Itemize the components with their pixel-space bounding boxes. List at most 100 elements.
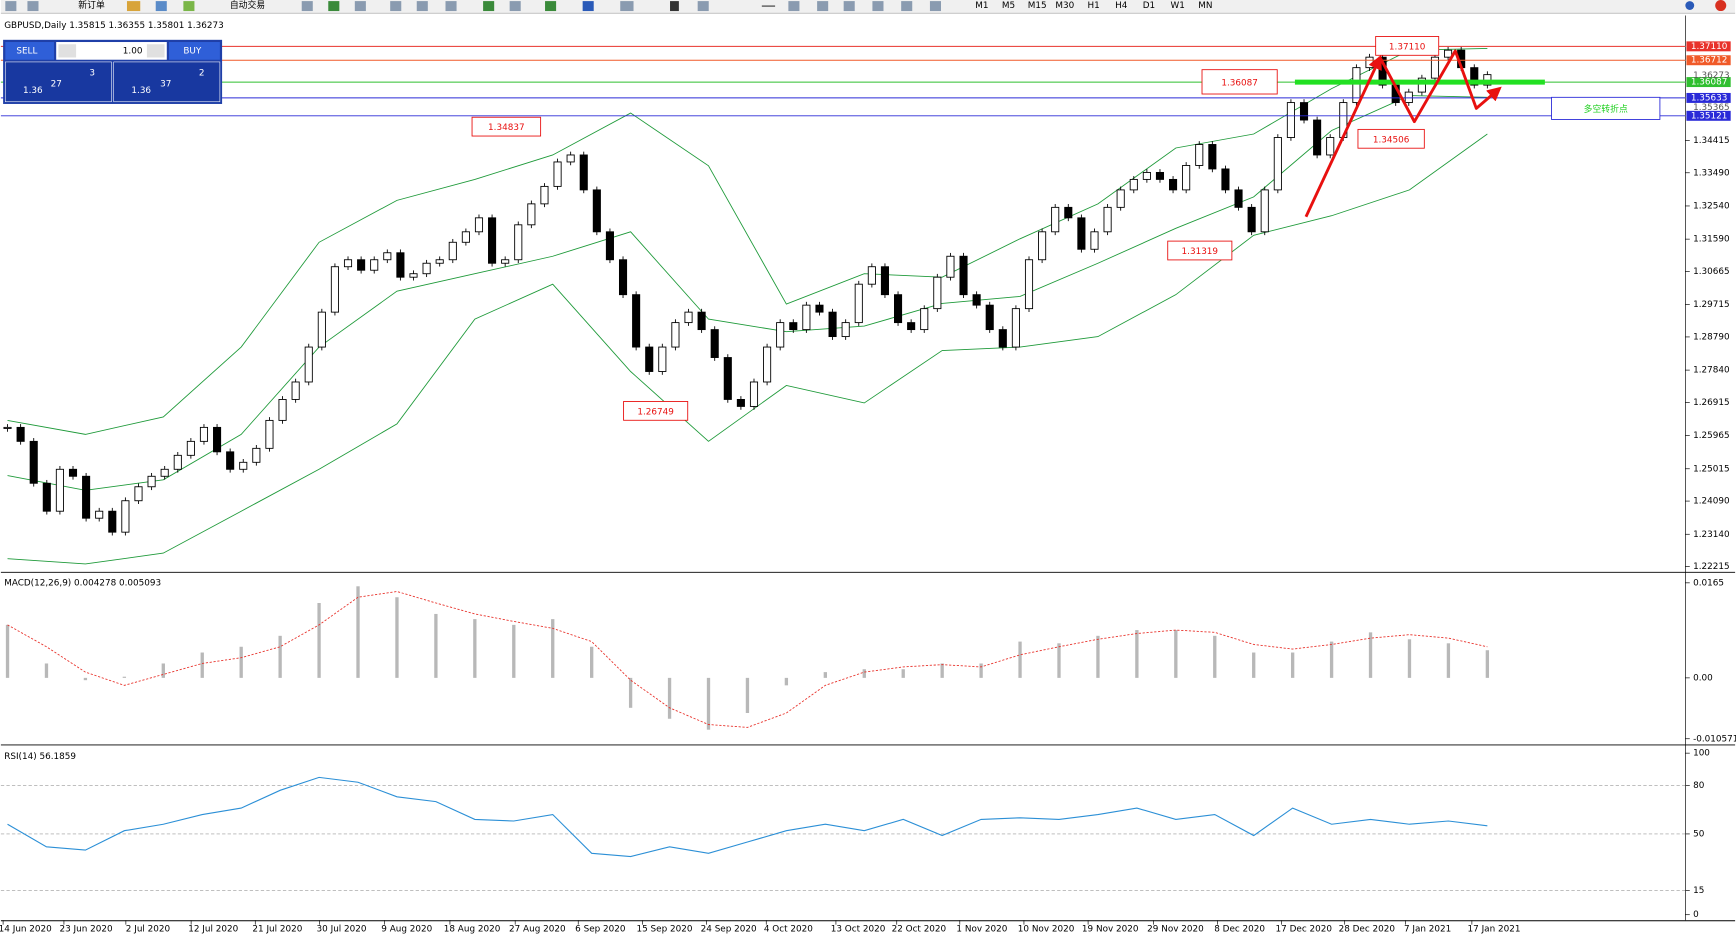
candle <box>763 346 772 383</box>
lot-decrease[interactable] <box>58 44 77 58</box>
price-level-label: 1.35121 <box>1691 111 1728 121</box>
lot-increase[interactable] <box>146 44 165 58</box>
sell-button[interactable] <box>5 42 54 60</box>
y-tick-label: 1.23140 <box>1693 530 1730 540</box>
candle <box>1169 178 1178 191</box>
y-tick-label: 1.25965 <box>1693 431 1730 441</box>
auto-trading-button[interactable]: 自动交易 <box>230 0 265 11</box>
price-annotation-box <box>1375 36 1440 56</box>
candle <box>579 154 588 191</box>
candle <box>108 510 117 533</box>
candle <box>1155 171 1165 180</box>
candle <box>422 262 431 275</box>
lot-field[interactable] <box>56 42 167 60</box>
y-tick-label: -0.010571 <box>1693 734 1736 744</box>
candle <box>1417 77 1426 93</box>
candle <box>82 475 91 519</box>
price-annotation-box <box>1167 240 1233 261</box>
macd-bar <box>1290 652 1295 678</box>
macd-bar <box>434 613 438 678</box>
candle <box>605 231 614 261</box>
price-level-tag <box>1686 110 1731 121</box>
price-annotation: 1.36087 <box>1221 78 1258 88</box>
candle <box>1313 119 1322 156</box>
macd-bar <box>1329 641 1334 678</box>
x-tick-label: 7 Jan 2021 <box>1404 925 1451 935</box>
macd-bar <box>1446 643 1451 678</box>
price-annotation: 1.37110 <box>1389 43 1426 53</box>
candle <box>645 346 654 372</box>
x-tick-label: 9 Aug 2020 <box>381 925 432 935</box>
sell-label: SELL <box>16 46 37 56</box>
price-level-label: 1.35633 <box>1691 93 1728 103</box>
candle <box>658 346 667 372</box>
y-tick-label: 1.31590 <box>1693 235 1730 245</box>
candle <box>317 311 326 348</box>
new-order-button[interactable]: 新订单 <box>78 0 105 11</box>
candle <box>854 283 863 324</box>
timeframe-button[interactable]: H4 <box>1115 1 1128 11</box>
candle <box>160 468 169 477</box>
candle <box>1051 206 1060 233</box>
y-tick-label: 1.25015 <box>1693 464 1730 474</box>
timeframe-button[interactable]: M5 <box>1002 1 1015 11</box>
candle <box>894 294 903 324</box>
buy-button[interactable] <box>169 42 220 60</box>
candle <box>55 468 64 512</box>
candle <box>959 255 968 296</box>
timeframe-button[interactable]: M1 <box>975 1 988 11</box>
price-annotation-box <box>1357 128 1425 149</box>
candle <box>501 259 510 264</box>
candle <box>933 276 942 310</box>
candle <box>1038 231 1047 261</box>
macd-bar <box>628 677 633 708</box>
candle <box>409 273 418 278</box>
x-tick-label: 22 Oct 2020 <box>892 925 947 935</box>
candle <box>29 440 38 484</box>
note-box <box>1551 96 1661 120</box>
timeframe-button[interactable]: MN <box>1198 1 1212 11</box>
macd-bar <box>940 663 944 678</box>
rsi-header: RSI(14) 56.1859 <box>4 752 76 762</box>
candle <box>383 252 392 261</box>
macd-bar <box>278 635 282 678</box>
macd-bar <box>5 624 10 678</box>
candle <box>304 346 313 383</box>
macd-bar <box>44 663 49 678</box>
candle <box>684 311 693 324</box>
candle <box>540 185 549 205</box>
candle <box>1011 308 1020 348</box>
candle <box>186 440 195 456</box>
timeframe-button[interactable]: D1 <box>1143 1 1155 11</box>
toolbar-icons <box>5 0 1727 12</box>
sell-price-pips: 27 <box>51 80 62 90</box>
candle <box>1103 206 1112 233</box>
candle <box>474 217 484 233</box>
timeframe-button[interactable]: H1 <box>1087 1 1099 11</box>
buy-quote-box[interactable] <box>113 61 221 103</box>
macd-bar <box>1135 630 1139 678</box>
macd-bar <box>473 619 477 678</box>
price-level-label: 1.36712 <box>1691 56 1728 66</box>
x-tick-label: 13 Oct 2020 <box>831 925 886 935</box>
x-tick-label: 27 Aug 2020 <box>509 925 566 935</box>
timeframe-button[interactable]: W1 <box>1171 1 1185 11</box>
candle <box>802 304 811 331</box>
x-tick-label: 1 Nov 2020 <box>956 925 1007 935</box>
price-level-label: 1.36087 <box>1691 78 1728 88</box>
candle <box>396 252 405 278</box>
macd-bar <box>862 669 866 678</box>
macd-header: MACD(12,26,9) 0.004278 0.005093 <box>4 578 161 588</box>
macd-bar <box>706 677 711 730</box>
candle <box>618 259 628 296</box>
macd-bar <box>317 602 321 678</box>
sell-quote-box[interactable] <box>5 61 112 103</box>
candle <box>3 426 12 429</box>
price-level-label: 1.37110 <box>1691 42 1728 52</box>
macd-bar <box>823 672 827 678</box>
timeframe-button[interactable]: M30 <box>1055 1 1074 11</box>
candle <box>1273 137 1282 191</box>
timeframe-button[interactable]: M15 <box>1028 1 1047 11</box>
macd-bar <box>551 619 555 678</box>
candle <box>880 266 889 296</box>
